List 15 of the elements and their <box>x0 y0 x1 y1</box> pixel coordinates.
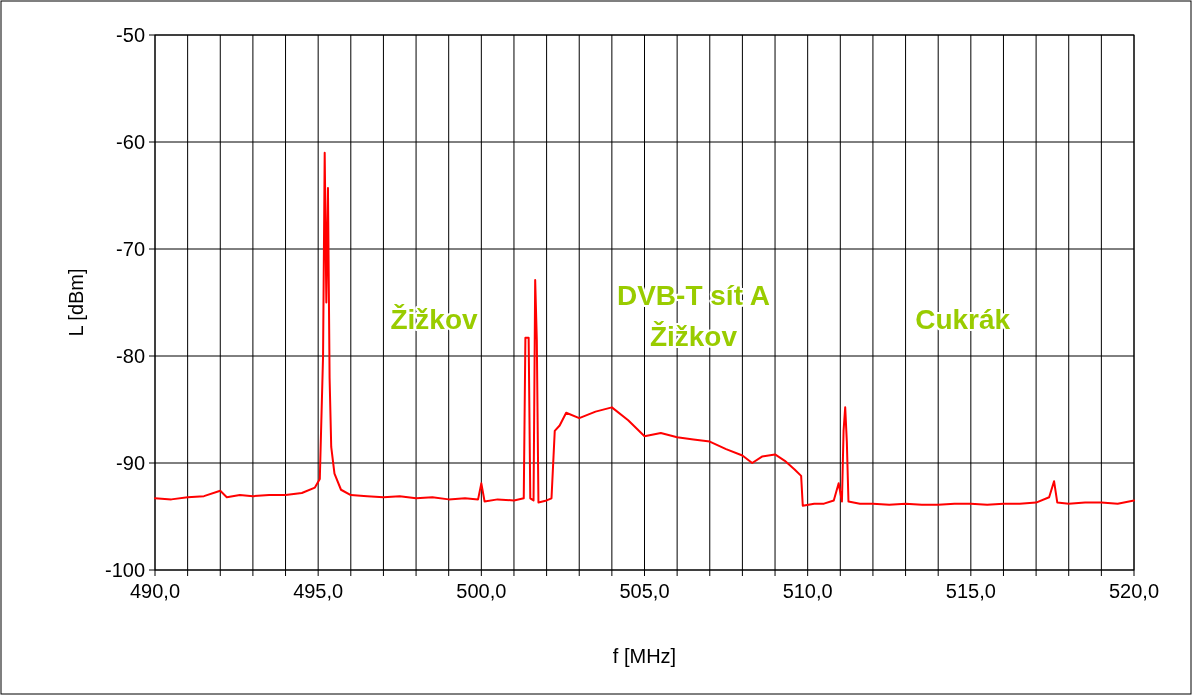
x-tick-label: 520,0 <box>1108 580 1160 602</box>
x-tick-label: 500,0 <box>456 580 507 602</box>
x-tick-label: 510,0 <box>782 580 833 602</box>
y-tick-label: -90 <box>116 452 145 474</box>
y-tick-label: -60 <box>116 131 145 153</box>
x-tick-label: 490,0 <box>129 580 181 602</box>
x-tick-label: 495,0 <box>293 580 344 602</box>
x-tick-label: 505,0 <box>619 580 670 602</box>
y-tick-label: -50 <box>116 24 145 46</box>
y-tick-label: -100 <box>104 559 145 581</box>
y-tick-label: -80 <box>116 345 145 367</box>
y-axis-title: L [dBm] <box>65 268 87 337</box>
x-tick-label: 515,0 <box>945 580 996 602</box>
y-tick-label: -70 <box>116 238 145 260</box>
x-axis-title: f [MHz] <box>612 645 677 667</box>
